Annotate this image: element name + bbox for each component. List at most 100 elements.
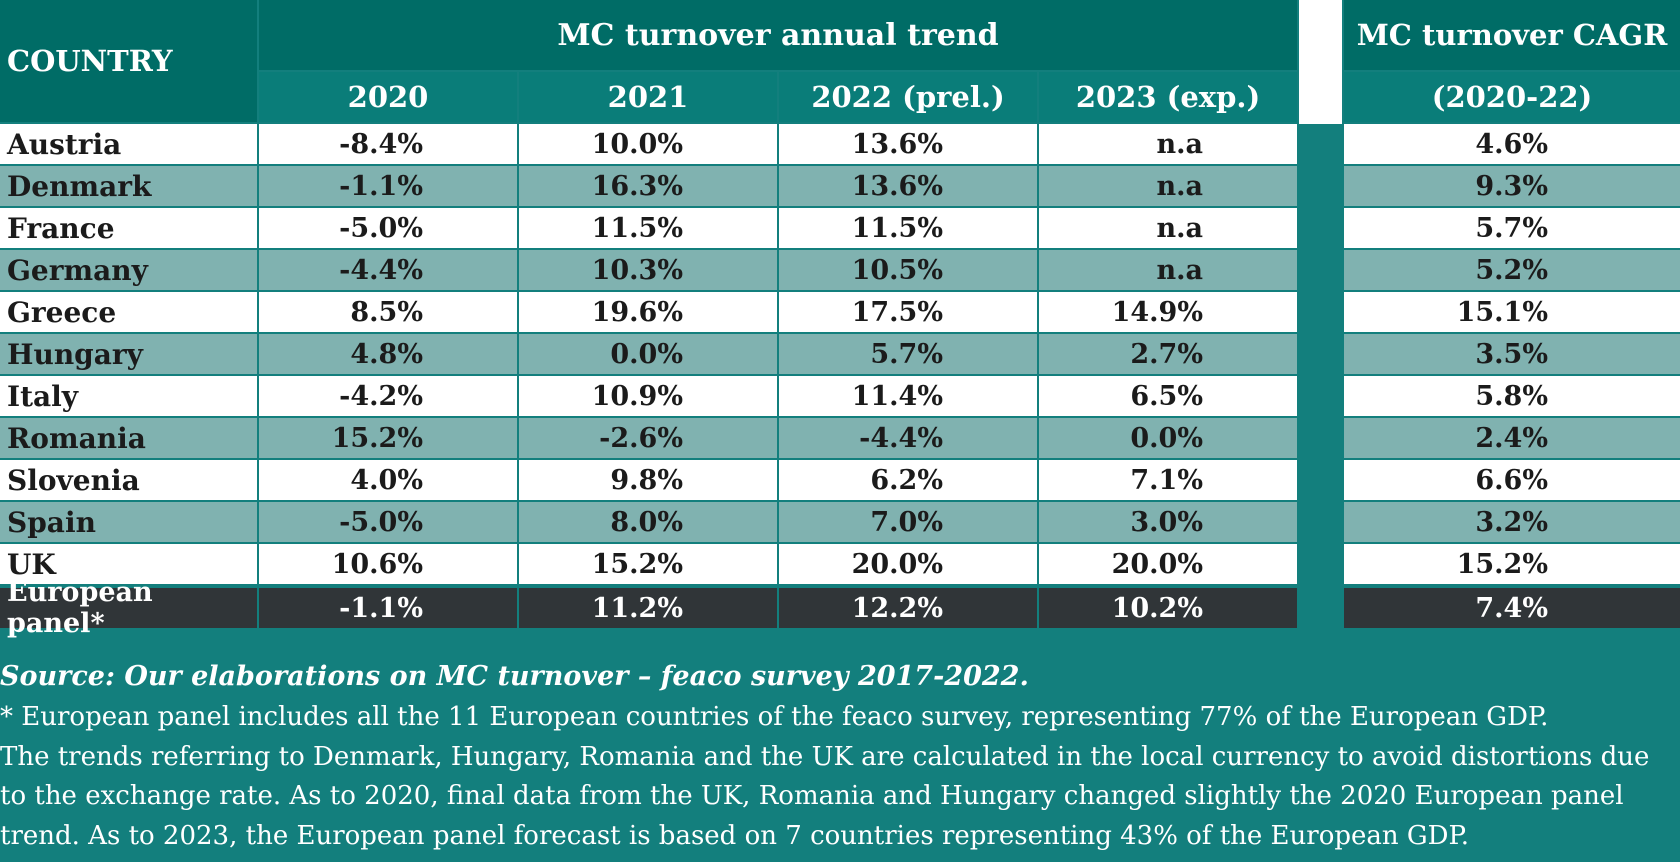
cell-2020: -1.1% bbox=[259, 166, 517, 206]
cell-2021: 19.6% bbox=[519, 292, 777, 332]
table-row: Hungary 4.8% 0.0% 5.7% 2.7% 3.5% bbox=[0, 334, 1680, 374]
cell-2022: 11.4% bbox=[779, 376, 1037, 416]
table-row: UK 10.6% 15.2% 20.0% 20.0% 15.2% bbox=[0, 544, 1680, 584]
cell-2020: -1.1% bbox=[259, 588, 517, 628]
country-cell: Slovenia bbox=[0, 460, 257, 500]
country-cell: Spain bbox=[0, 502, 257, 542]
country-cell: Austria bbox=[0, 124, 257, 164]
cell-2022: 11.5% bbox=[779, 208, 1037, 248]
cell-cagr: 15.2% bbox=[1344, 544, 1680, 584]
country-cell: Romania bbox=[0, 418, 257, 458]
cell-2022: 12.2% bbox=[779, 588, 1037, 628]
footnote-line: * European panel includes all the 11 Eur… bbox=[0, 702, 1549, 732]
cell-2021: 10.0% bbox=[519, 124, 777, 164]
cell-2023: n.a bbox=[1039, 208, 1297, 248]
total-row: European panel* -1.1% 11.2% 12.2% 10.2% 7.4% bbox=[0, 577, 1680, 639]
cell-2023: 6.5% bbox=[1039, 376, 1297, 416]
column-header-2022: 2022 (prel.) bbox=[779, 72, 1037, 122]
cell-2020: 15.2% bbox=[259, 418, 517, 458]
cell-cagr: 4.6% bbox=[1344, 124, 1680, 164]
cell-2023: n.a bbox=[1039, 250, 1297, 290]
cell-2022: 13.6% bbox=[779, 166, 1037, 206]
header-gap bbox=[1299, 0, 1342, 124]
country-cell: UK bbox=[0, 544, 257, 584]
cell-2022: 20.0% bbox=[779, 544, 1037, 584]
table-row: Denmark -1.1% 16.3% 13.6% n.a 9.3% bbox=[0, 166, 1680, 206]
cell-2023: 10.2% bbox=[1039, 588, 1297, 628]
table-row: Italy -4.2% 10.9% 11.4% 6.5% 5.8% bbox=[0, 376, 1680, 416]
cell-2021: 15.2% bbox=[519, 544, 777, 584]
table-row: Austria -8.4% 10.0% 13.6% n.a 4.6% bbox=[0, 124, 1680, 164]
footnote-line: to the exchange rate. As to 2020, final … bbox=[0, 781, 1624, 811]
table-row: Slovenia 4.0% 9.8% 6.2% 7.1% 6.6% bbox=[0, 460, 1680, 500]
cell-cagr: 5.8% bbox=[1344, 376, 1680, 416]
cell-2023: 2.7% bbox=[1039, 334, 1297, 374]
cell-cagr: 9.3% bbox=[1344, 166, 1680, 206]
cell-2021: 10.3% bbox=[519, 250, 777, 290]
country-cell: Germany bbox=[0, 250, 257, 290]
column-header-cagr: (2020-22) bbox=[1344, 72, 1680, 122]
cell-2023: 0.0% bbox=[1039, 418, 1297, 458]
table-row: Spain -5.0% 8.0% 7.0% 3.0% 3.2% bbox=[0, 502, 1680, 542]
cagr-title: MC turnover CAGR bbox=[1344, 0, 1680, 70]
cell-2022: 7.0% bbox=[779, 502, 1037, 542]
column-header-2023: 2023 (exp.) bbox=[1039, 72, 1297, 122]
country-cell: Italy bbox=[0, 376, 257, 416]
cell-2021: 0.0% bbox=[519, 334, 777, 374]
cell-cagr: 5.7% bbox=[1344, 208, 1680, 248]
country-cell: Hungary bbox=[0, 334, 257, 374]
cell-cagr: 6.6% bbox=[1344, 460, 1680, 500]
cell-2020: 10.6% bbox=[259, 544, 517, 584]
cell-2022: 17.5% bbox=[779, 292, 1037, 332]
cell-2022: 5.7% bbox=[779, 334, 1037, 374]
country-cell: European panel* bbox=[0, 577, 257, 639]
cell-2021: 9.8% bbox=[519, 460, 777, 500]
country-cell: Greece bbox=[0, 292, 257, 332]
cell-2021: 8.0% bbox=[519, 502, 777, 542]
cell-2020: -4.2% bbox=[259, 376, 517, 416]
footnote-line: The trends referring to Denmark, Hungary… bbox=[0, 741, 1650, 772]
source-note: Source: Our elaborations on MC turnover … bbox=[0, 661, 1029, 692]
cell-2021: -2.6% bbox=[519, 418, 777, 458]
cell-cagr: 3.2% bbox=[1344, 502, 1680, 542]
column-header-2020: 2020 bbox=[259, 72, 517, 122]
cell-2022: 13.6% bbox=[779, 124, 1037, 164]
cell-2020: 4.0% bbox=[259, 460, 517, 500]
country-cell: Denmark bbox=[0, 166, 257, 206]
cell-2023: n.a bbox=[1039, 166, 1297, 206]
cell-2021: 11.2% bbox=[519, 588, 777, 628]
table-row: France -5.0% 11.5% 11.5% n.a 5.7% bbox=[0, 208, 1680, 248]
cell-2022: 6.2% bbox=[779, 460, 1037, 500]
cell-cagr: 5.2% bbox=[1344, 250, 1680, 290]
column-gap bbox=[1299, 124, 1342, 629]
cell-2020: 8.5% bbox=[259, 292, 517, 332]
cell-cagr: 15.1% bbox=[1344, 292, 1680, 332]
footnote-line: trend. As to 2023, the European panel fo… bbox=[0, 820, 1470, 851]
cell-2021: 10.9% bbox=[519, 376, 777, 416]
country-cell: France bbox=[0, 208, 257, 248]
cell-2020: -5.0% bbox=[259, 502, 517, 542]
cell-2022: -4.4% bbox=[779, 418, 1037, 458]
cell-2020: 4.8% bbox=[259, 334, 517, 374]
cell-2020: -5.0% bbox=[259, 208, 517, 248]
cell-2023: 7.1% bbox=[1039, 460, 1297, 500]
cell-2021: 11.5% bbox=[519, 208, 777, 248]
cell-2020: -4.4% bbox=[259, 250, 517, 290]
cell-2023: 20.0% bbox=[1039, 544, 1297, 584]
cell-cagr: 7.4% bbox=[1344, 588, 1680, 628]
cell-cagr: 2.4% bbox=[1344, 418, 1680, 458]
table-row: Greece 8.5% 19.6% 17.5% 14.9% 15.1% bbox=[0, 292, 1680, 332]
cell-cagr: 3.5% bbox=[1344, 334, 1680, 374]
column-header-2021: 2021 bbox=[519, 72, 777, 122]
cell-2023: 14.9% bbox=[1039, 292, 1297, 332]
cell-2020: -8.4% bbox=[259, 124, 517, 164]
table-row: Romania 15.2% -2.6% -4.4% 0.0% 2.4% bbox=[0, 418, 1680, 458]
annual-trend-title: MC turnover annual trend bbox=[259, 0, 1297, 70]
cell-2022: 10.5% bbox=[779, 250, 1037, 290]
cell-2023: n.a bbox=[1039, 124, 1297, 164]
country-column-header: COUNTRY bbox=[0, 0, 257, 122]
footnote: * European panel includes all the 11 Eur… bbox=[0, 698, 1680, 856]
cell-2023: 3.0% bbox=[1039, 502, 1297, 542]
table-row: Germany -4.4% 10.3% 10.5% n.a 5.2% bbox=[0, 250, 1680, 290]
cell-2021: 16.3% bbox=[519, 166, 777, 206]
